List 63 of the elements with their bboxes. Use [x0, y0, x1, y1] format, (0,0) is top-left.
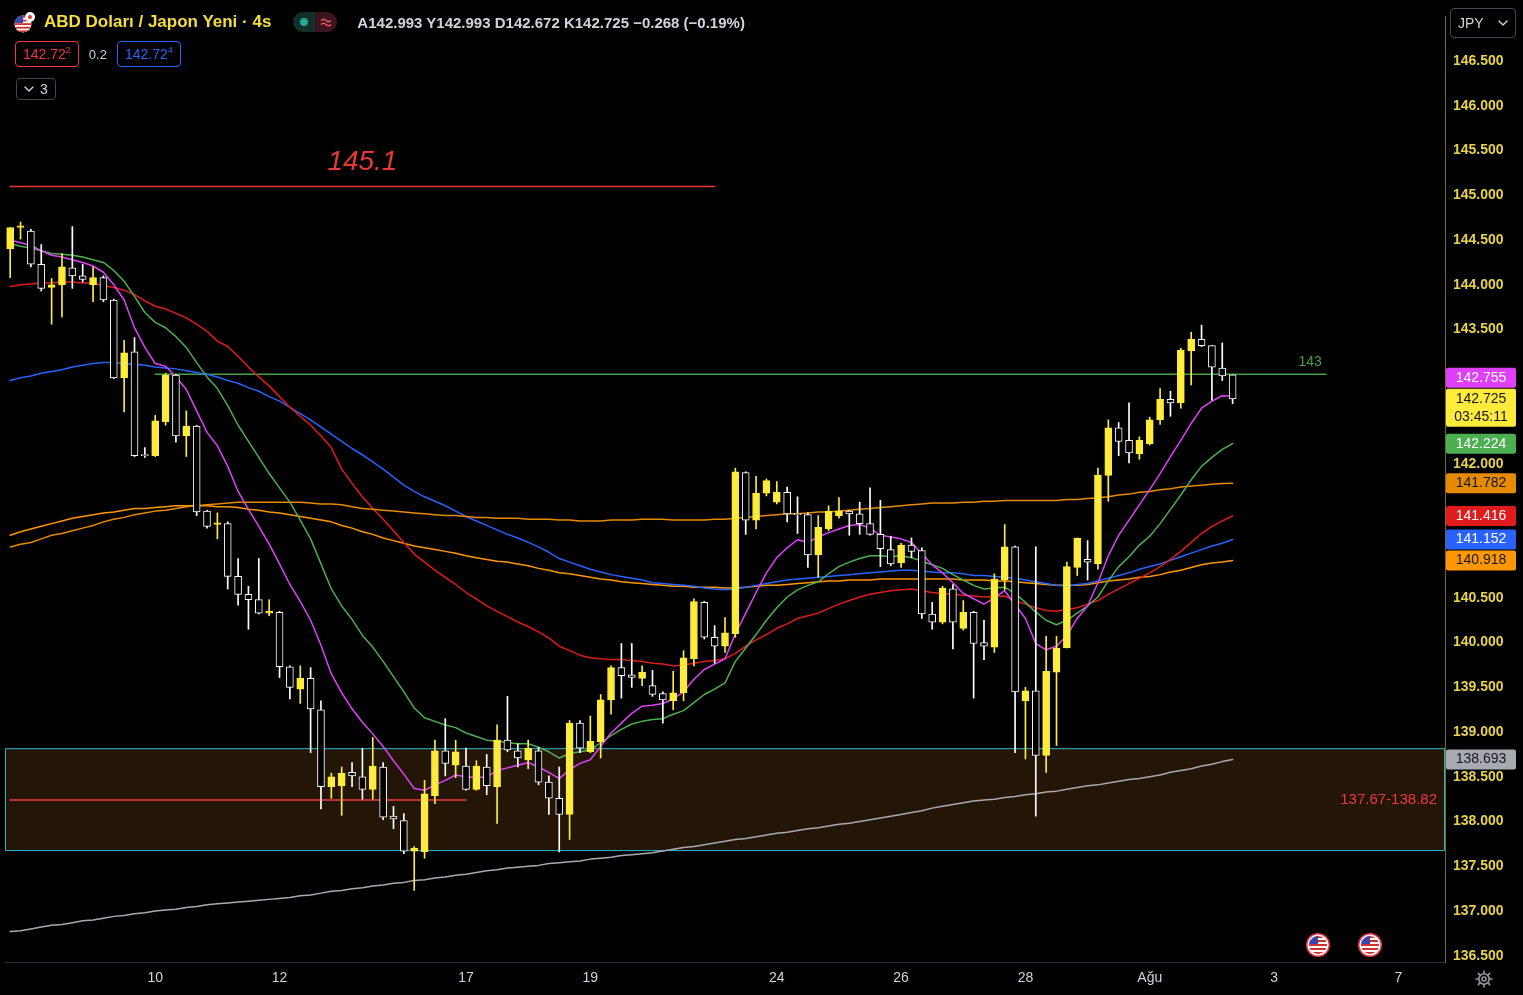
x-tick-label: Ağu — [1137, 969, 1163, 986]
y-tick-label: 140.000 — [1453, 633, 1504, 650]
y-tick-label: 145.000 — [1453, 186, 1504, 203]
y-tick-label: 137.500 — [1453, 857, 1504, 874]
x-tick-label: 19 — [582, 969, 599, 986]
y-tick-label: 139.500 — [1453, 678, 1504, 695]
annotation: 3 — [40, 81, 48, 97]
text: 141.152 — [1455, 530, 1507, 547]
candlestick — [1031, 546, 1040, 817]
chart-subtitle: A142.993 Y142.993 D142.672 K142.725 −0.268 (−0.19%) — [357, 13, 745, 31]
y-tick-label: 138.500 — [1453, 767, 1504, 784]
candlestick — [980, 619, 988, 660]
text: 03:45:11 — [1454, 407, 1508, 424]
y-tick-label: 144.500 — [1453, 230, 1504, 247]
x-tick-label: 26 — [893, 969, 910, 986]
y-tick-label: 139.000 — [1453, 722, 1504, 739]
x-tick-label: 12 — [271, 969, 288, 986]
candlestick — [555, 766, 564, 853]
text: 141.416 — [1455, 506, 1507, 523]
candlestick — [659, 691, 667, 724]
candlestick — [78, 263, 87, 283]
band-label: 137.67-138.82 — [1340, 789, 1437, 807]
annotation: 145.1 — [327, 145, 398, 177]
y-tick-label: 144.000 — [1453, 275, 1504, 292]
annotation: 143 — [1298, 353, 1323, 370]
text: 140.918 — [1455, 551, 1507, 568]
annotation: 142.72$^{4}$ — [124, 45, 173, 62]
y-tick-label: 146.000 — [1453, 96, 1504, 113]
y-tick-label: 137.000 — [1453, 901, 1504, 918]
candlestick — [254, 558, 263, 615]
text: 138.693 — [1455, 750, 1507, 767]
text: 142.224 — [1455, 434, 1507, 451]
x-tick-label: 24 — [769, 969, 785, 986]
text: 142.725 — [1455, 389, 1507, 406]
x-tick-label: 10 — [147, 969, 164, 986]
candlestick — [89, 266, 97, 303]
text: 142.755 — [1455, 368, 1507, 385]
candlestick — [1187, 331, 1196, 386]
y-tick-label: 146.500 — [1453, 51, 1504, 68]
y-tick-label: 145.500 — [1453, 141, 1504, 158]
candlestick — [866, 487, 874, 536]
annotation: 142.72$^{2}$ — [23, 45, 71, 62]
candlestick — [441, 718, 450, 777]
x-tick-label: 28 — [1017, 969, 1034, 986]
candlestick — [348, 762, 356, 787]
y-tick-label: 142.000 — [1453, 454, 1504, 471]
y-tick-label: 138.000 — [1453, 812, 1504, 829]
y-tick-label: 143.500 — [1453, 320, 1504, 337]
annotation: 0.2 — [88, 46, 107, 62]
x-tick-label: 17 — [458, 969, 474, 986]
candlestick — [669, 670, 678, 711]
text: JPY — [1458, 15, 1484, 31]
y-tick-label: 140.500 — [1453, 588, 1504, 605]
candlestick — [182, 410, 191, 457]
x-tick-label: 3 — [1270, 969, 1279, 986]
candlestick — [265, 599, 273, 617]
x-tick-label: 7 — [1394, 969, 1403, 986]
candlestick — [1125, 402, 1133, 464]
text: 141.782 — [1455, 474, 1507, 491]
chart-title: ABD Doları / Japon Yeni · 4s — [44, 12, 272, 32]
y-tick-label: 136.500 — [1453, 946, 1504, 963]
candlestick — [1218, 342, 1227, 381]
candlestick — [835, 497, 843, 519]
